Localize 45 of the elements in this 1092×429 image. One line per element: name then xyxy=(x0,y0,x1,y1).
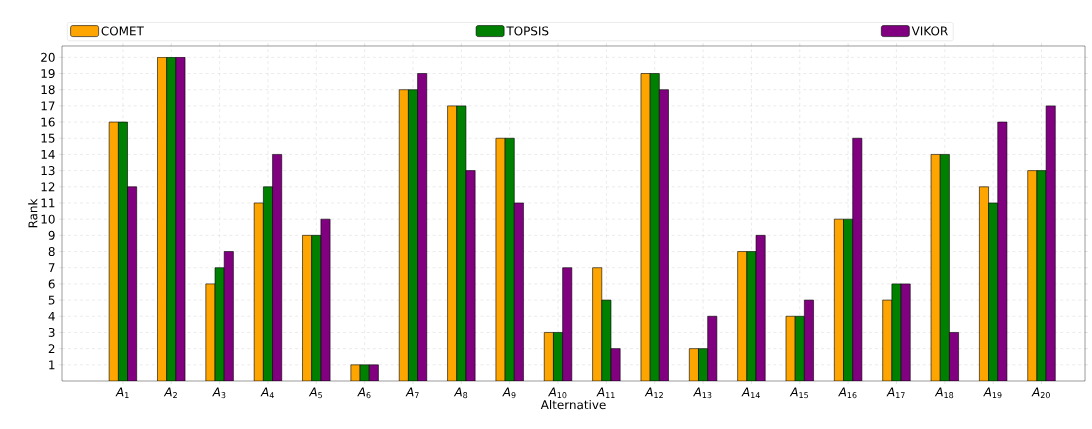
x-tick-label: A$_{5}$ xyxy=(308,387,322,399)
x-tick-label: A$_{9}$ xyxy=(502,387,516,399)
x-tick-label: A$_{16}$ xyxy=(838,387,857,399)
y-tick-label: 3 xyxy=(48,327,55,337)
y-tick-label: 5 xyxy=(48,295,55,305)
x-tick-label: A$_{13}$ xyxy=(693,387,712,399)
x-tick-label: A$_{19}$ xyxy=(983,387,1002,399)
x-tick-label: A$_{15}$ xyxy=(789,387,808,399)
y-tick-label: 11 xyxy=(41,198,55,208)
x-tick-label: A$_{11}$ xyxy=(596,387,615,399)
x-tick-label: A$_{8}$ xyxy=(453,387,468,399)
y-tick-label: 19 xyxy=(41,68,55,79)
legend-label: VIKOR xyxy=(911,26,948,36)
x-tick-label: A$_{6}$ xyxy=(357,387,371,399)
y-axis-title: Rank xyxy=(28,198,38,228)
x-tick-label: A$_{17}$ xyxy=(886,387,905,399)
x-tick-label: A$_{10}$ xyxy=(547,387,567,399)
y-tick-label: 18 xyxy=(41,85,55,95)
y-tick-label: 8 xyxy=(48,247,55,257)
x-tick-label: A$_{18}$ xyxy=(934,387,954,399)
y-tick-label: 9 xyxy=(48,230,55,240)
legend-label: TOPSIS xyxy=(506,26,549,36)
legend-label: COMET xyxy=(101,26,144,36)
x-tick-label: A$_{3}$ xyxy=(212,387,226,399)
x-tick-label: A$_{4}$ xyxy=(260,387,274,399)
x-tick-label: A$_{14}$ xyxy=(741,387,760,399)
y-tick-label: 6 xyxy=(48,279,55,289)
y-tick-label: 13 xyxy=(41,166,55,176)
y-tick-label: 16 xyxy=(41,117,55,127)
y-tick-label: 20 xyxy=(41,52,55,62)
y-tick-label: 4 xyxy=(48,311,55,321)
y-tick-label: 7 xyxy=(48,263,55,273)
x-tick-label: A$_{12}$ xyxy=(644,387,663,399)
x-tick-label: A$_{2}$ xyxy=(163,387,177,399)
y-tick-label: 15 xyxy=(41,133,55,143)
x-tick-label: A$_{1}$ xyxy=(115,387,129,399)
x-tick-label: A$_{7}$ xyxy=(405,387,419,399)
y-tick-label: 2 xyxy=(48,344,55,354)
x-axis-title: Alternative xyxy=(540,400,606,410)
y-tick-label: 14 xyxy=(41,150,55,159)
y-tick-label: 17 xyxy=(41,101,55,111)
y-tick-label: 1 xyxy=(49,360,55,370)
y-tick-label: 12 xyxy=(41,182,55,192)
x-tick-label: A$_{20}$ xyxy=(1031,387,1050,399)
y-tick-label: 10 xyxy=(41,214,55,224)
